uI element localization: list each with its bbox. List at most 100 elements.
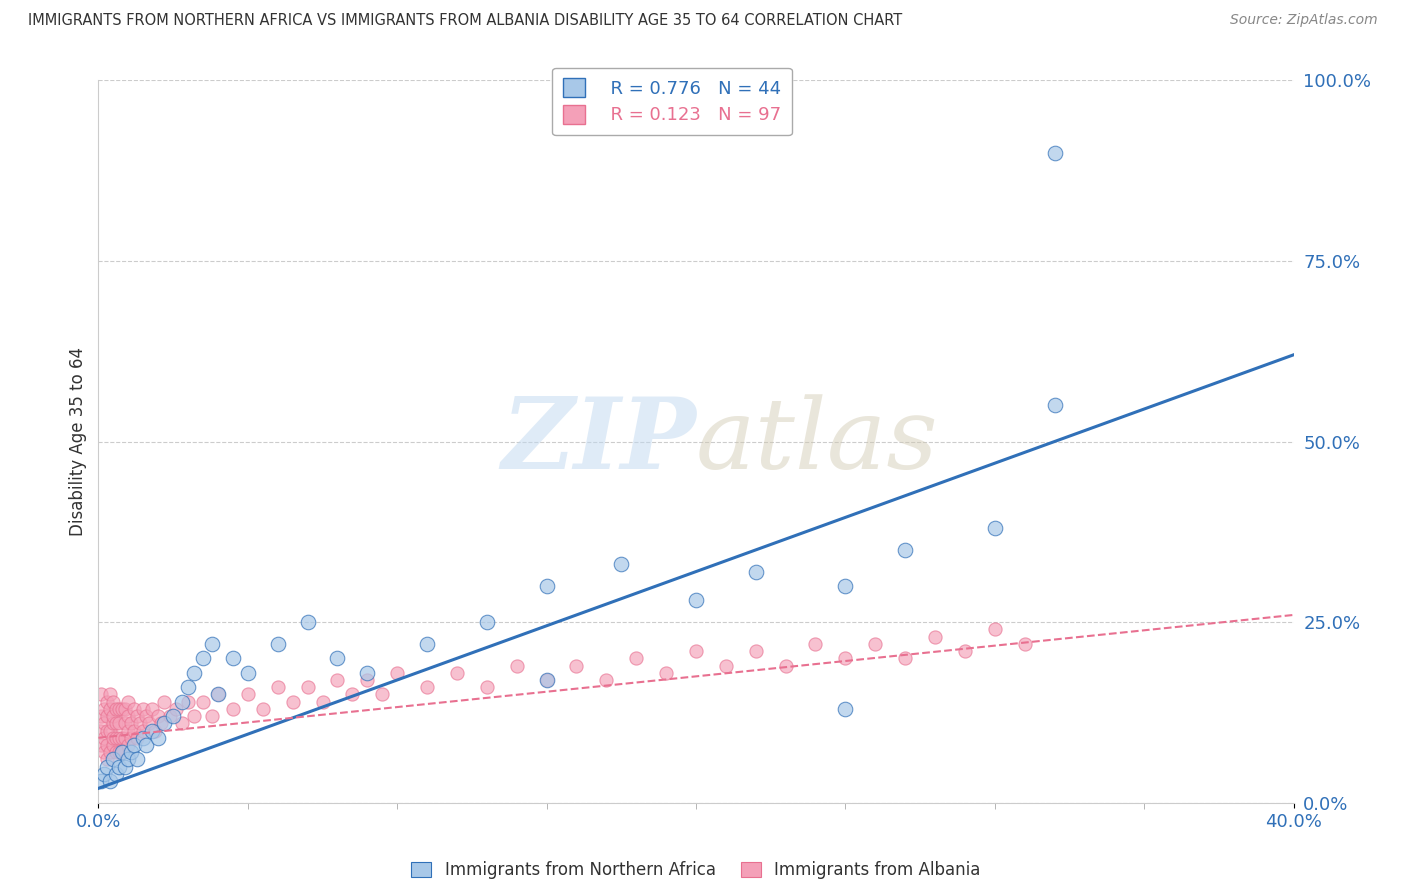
Point bbox=[96, 695, 118, 709]
Point bbox=[105, 716, 128, 731]
Point bbox=[103, 731, 125, 745]
Point bbox=[111, 731, 134, 745]
Point bbox=[297, 680, 319, 694]
Point bbox=[96, 760, 118, 774]
Point bbox=[129, 716, 152, 731]
Point bbox=[103, 695, 125, 709]
Point bbox=[201, 637, 224, 651]
Point bbox=[446, 665, 468, 680]
Point bbox=[536, 673, 558, 687]
Point bbox=[124, 723, 146, 738]
Point bbox=[267, 680, 290, 694]
Point bbox=[93, 731, 115, 745]
Point bbox=[117, 709, 139, 723]
Point bbox=[1043, 398, 1066, 412]
Point bbox=[127, 731, 149, 745]
Point bbox=[138, 716, 160, 731]
Point bbox=[595, 673, 617, 687]
Point bbox=[894, 651, 917, 665]
Point bbox=[655, 665, 678, 680]
Point bbox=[98, 774, 122, 789]
Point bbox=[96, 738, 118, 752]
Point bbox=[114, 702, 136, 716]
Point bbox=[105, 767, 128, 781]
Point bbox=[108, 745, 131, 759]
Point bbox=[111, 702, 134, 716]
Point bbox=[141, 723, 163, 738]
Point bbox=[98, 745, 122, 759]
Point bbox=[148, 731, 170, 745]
Point bbox=[127, 752, 149, 766]
Point bbox=[153, 695, 176, 709]
Point bbox=[342, 687, 364, 701]
Point bbox=[626, 651, 648, 665]
Point bbox=[93, 702, 115, 716]
Point bbox=[103, 752, 125, 766]
Point bbox=[191, 651, 214, 665]
Point bbox=[1043, 145, 1066, 160]
Point bbox=[96, 723, 118, 738]
Point bbox=[93, 716, 115, 731]
Point bbox=[183, 709, 205, 723]
Point bbox=[536, 673, 558, 687]
Point bbox=[385, 665, 409, 680]
Point bbox=[89, 723, 111, 738]
Point bbox=[565, 658, 588, 673]
Text: Source: ZipAtlas.com: Source: ZipAtlas.com bbox=[1230, 13, 1378, 28]
Point bbox=[371, 687, 394, 701]
Point bbox=[984, 623, 1007, 637]
Point bbox=[127, 709, 149, 723]
Point bbox=[117, 695, 139, 709]
Point bbox=[105, 731, 128, 745]
Point bbox=[98, 687, 122, 701]
Point bbox=[105, 745, 128, 759]
Point bbox=[120, 745, 142, 759]
Point bbox=[90, 774, 112, 789]
Point bbox=[90, 687, 112, 701]
Point bbox=[207, 687, 229, 701]
Point bbox=[356, 673, 378, 687]
Point bbox=[222, 702, 245, 716]
Point bbox=[153, 716, 176, 731]
Point bbox=[108, 716, 131, 731]
Point bbox=[90, 738, 112, 752]
Point bbox=[103, 738, 125, 752]
Point bbox=[141, 702, 163, 716]
Point bbox=[356, 665, 378, 680]
Point bbox=[114, 716, 136, 731]
Point bbox=[834, 579, 856, 593]
Text: ZIP: ZIP bbox=[501, 393, 696, 490]
Point bbox=[236, 687, 259, 701]
Point bbox=[111, 745, 134, 759]
Point bbox=[745, 565, 768, 579]
Point bbox=[191, 695, 214, 709]
Point bbox=[117, 723, 139, 738]
Point bbox=[222, 651, 245, 665]
Point bbox=[114, 760, 136, 774]
Point bbox=[108, 760, 131, 774]
Point bbox=[894, 542, 917, 557]
Point bbox=[132, 702, 155, 716]
Point bbox=[201, 709, 224, 723]
Y-axis label: Disability Age 35 to 64: Disability Age 35 to 64 bbox=[69, 347, 87, 536]
Point bbox=[172, 716, 194, 731]
Point bbox=[96, 709, 118, 723]
Point bbox=[834, 651, 856, 665]
Point bbox=[103, 716, 125, 731]
Point bbox=[132, 723, 155, 738]
Point bbox=[111, 745, 134, 759]
Point bbox=[93, 767, 115, 781]
Point bbox=[416, 637, 439, 651]
Point bbox=[953, 644, 976, 658]
Point bbox=[135, 738, 157, 752]
Text: IMMIGRANTS FROM NORTHERN AFRICA VS IMMIGRANTS FROM ALBANIA DISABILITY AGE 35 TO : IMMIGRANTS FROM NORTHERN AFRICA VS IMMIG… bbox=[28, 13, 903, 29]
Point bbox=[834, 702, 856, 716]
Point bbox=[326, 673, 349, 687]
Point bbox=[148, 709, 170, 723]
Point bbox=[117, 752, 139, 766]
Point bbox=[165, 702, 187, 716]
Point bbox=[143, 723, 166, 738]
Point bbox=[416, 680, 439, 694]
Text: atlas: atlas bbox=[696, 394, 939, 489]
Point bbox=[172, 695, 194, 709]
